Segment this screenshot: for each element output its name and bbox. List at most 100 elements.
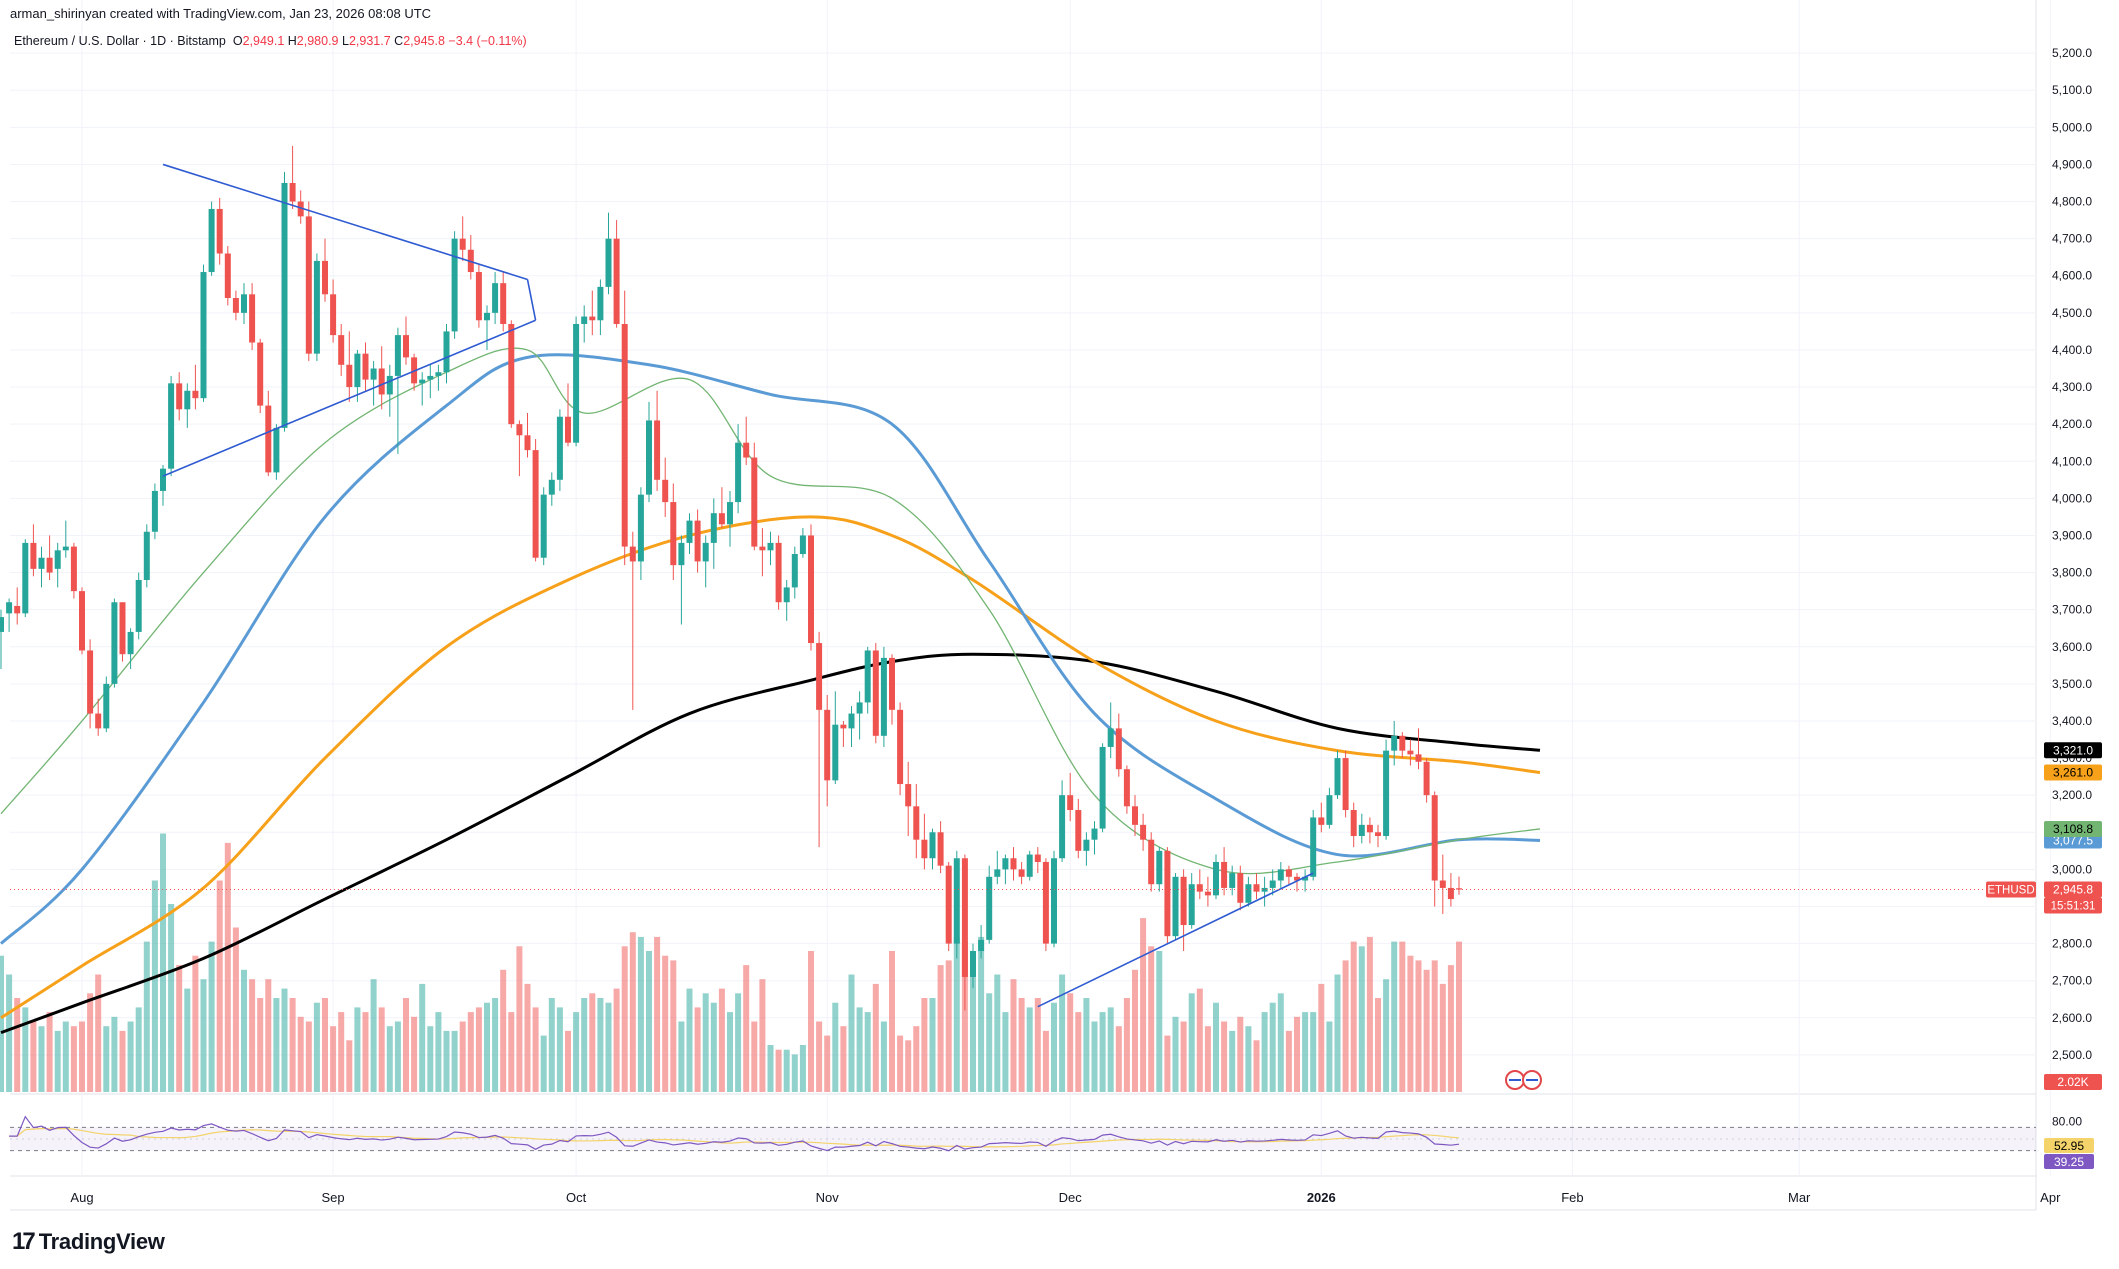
volume-bar	[654, 936, 661, 1092]
axis-badges: 3,321.0 3,261.0 3,077.53,108.8 2,945.8 15:51…	[1505, 742, 2102, 1169]
volume-bar	[143, 941, 150, 1092]
volume-bar	[759, 979, 766, 1092]
y-tick-label: 3,000.0	[2052, 862, 2092, 876]
volume-bar	[872, 983, 879, 1092]
volume-bar	[419, 983, 426, 1092]
volume-bar	[897, 1035, 904, 1092]
volume-bar	[1026, 1007, 1033, 1092]
candle-body	[1447, 887, 1454, 900]
volume-bar	[548, 998, 555, 1092]
volume-bar	[70, 1026, 77, 1092]
candle-body	[508, 323, 515, 425]
candle-body	[743, 442, 750, 458]
volume-bar	[151, 880, 158, 1092]
candle-body	[459, 238, 466, 250]
volume-bar	[889, 951, 895, 1092]
candle-body	[54, 550, 61, 569]
candle-body	[1123, 769, 1130, 807]
volume-bars	[0, 833, 1462, 1092]
volume-bar	[281, 988, 288, 1092]
ma-badge-bg	[2044, 764, 2102, 781]
volume-bar	[95, 974, 102, 1092]
symbol-line[interactable]: Ethereum / U.S. Dollar · 1D · Bitstamp	[14, 34, 226, 48]
volume-bar	[305, 1021, 312, 1092]
volume-bar	[816, 1021, 823, 1092]
candle-body	[297, 201, 304, 217]
rsi-line	[9, 1115, 1460, 1152]
volume-bar	[1229, 1030, 1236, 1092]
rsi-band	[10, 1127, 2036, 1151]
candle-body	[767, 542, 774, 551]
candle-body	[216, 208, 223, 254]
candle-body	[613, 238, 620, 324]
candle-body	[1334, 758, 1341, 796]
trendlines	[10, 163, 2036, 1008]
candle-body	[1431, 795, 1438, 881]
ma-line-ma20	[0, 347, 1541, 875]
volume-bar	[1391, 941, 1398, 1092]
volume-bar	[540, 1035, 547, 1092]
candle-body	[1318, 817, 1325, 825]
volume-bar	[0, 955, 4, 1092]
candle-body	[565, 416, 571, 443]
candle-body	[848, 713, 855, 729]
x-tick-label: Aug	[70, 1190, 93, 1205]
volume-bar	[783, 1049, 790, 1092]
volume-bar	[1439, 983, 1446, 1092]
volume-bar	[241, 969, 247, 1092]
candle-body	[1018, 869, 1025, 877]
candle-body	[273, 427, 280, 473]
volume-bar	[1399, 941, 1406, 1092]
candle-body	[435, 372, 442, 376]
candle-body	[929, 832, 936, 859]
tradingview-logo[interactable]: 17 TradingView	[12, 1228, 165, 1256]
volume-bar	[1002, 1012, 1009, 1092]
y-tick-label: 5,200.0	[2052, 46, 2092, 60]
volume-bar	[403, 998, 409, 1092]
candle-body	[232, 298, 239, 313]
candle-body	[1350, 810, 1357, 836]
y-tick-label: 4,100.0	[2052, 454, 2092, 468]
volume-bar	[1253, 1040, 1260, 1092]
candle-body	[492, 283, 499, 313]
rsi-ma-badge: 52.95	[2054, 1139, 2084, 1153]
volume-bar	[192, 955, 199, 1092]
candle-body	[532, 450, 539, 558]
volume-bar	[1350, 941, 1357, 1092]
candle-body	[6, 602, 13, 614]
volume-bar	[1123, 998, 1130, 1092]
volume-bar	[670, 960, 677, 1092]
y-tick-label: 2,500.0	[2052, 1048, 2092, 1062]
candle-body	[589, 316, 596, 321]
candle-body	[192, 390, 199, 399]
candle-body	[1302, 876, 1309, 881]
volume-bar	[1302, 1012, 1309, 1092]
chart-credit: arman_shirinyan created with TradingView…	[10, 6, 432, 21]
candle-body	[1196, 884, 1203, 892]
volume-bar	[767, 1045, 774, 1092]
x-tick-label: Nov	[816, 1190, 840, 1205]
volume-bar	[257, 998, 264, 1092]
volume-bar	[103, 1026, 110, 1092]
candle-body	[1358, 824, 1365, 836]
candle-body	[889, 657, 895, 710]
x-tick-label: Dec	[1059, 1190, 1083, 1205]
volume-bar	[1213, 1002, 1219, 1092]
candle-body	[346, 364, 353, 388]
x-tick-label: 2026	[1307, 1190, 1336, 1205]
candle-body	[451, 238, 458, 332]
candle-body	[702, 542, 709, 562]
candle-body	[322, 260, 328, 295]
candles	[0, 145, 1462, 1011]
volume-bar	[1042, 1030, 1049, 1092]
volume-bar	[1294, 1016, 1300, 1092]
volume-bar	[1334, 974, 1341, 1092]
y-tick-label: 3,700.0	[2052, 603, 2092, 617]
candle-body	[913, 806, 920, 840]
y-tick-label: 3,400.0	[2052, 714, 2092, 728]
candle-body	[427, 375, 434, 380]
volume-bar	[330, 1026, 337, 1092]
candle-body	[168, 383, 175, 469]
volume-bar	[1456, 941, 1462, 1092]
